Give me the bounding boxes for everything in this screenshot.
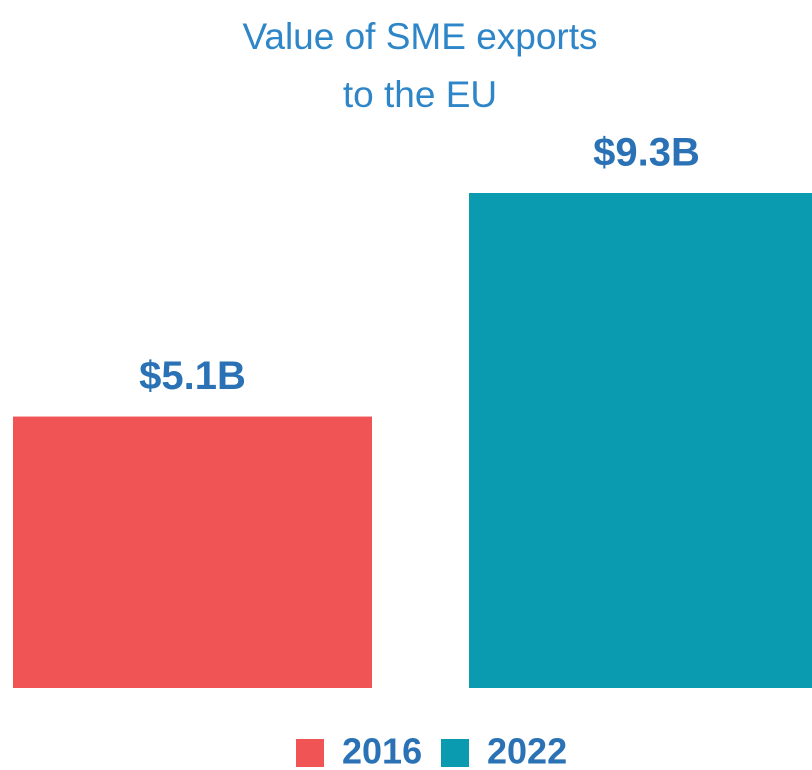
value-label: $9.3B xyxy=(593,131,700,175)
legend-label: 2022 xyxy=(487,731,567,770)
value-label: $5.1B xyxy=(139,354,246,398)
bar xyxy=(13,416,372,688)
legend-label: 2016 xyxy=(342,731,422,770)
bar xyxy=(469,193,812,688)
legend-swatch xyxy=(441,739,469,767)
chart-title: Value of SME exports to the EU xyxy=(242,16,598,115)
legend-swatch xyxy=(296,739,324,767)
